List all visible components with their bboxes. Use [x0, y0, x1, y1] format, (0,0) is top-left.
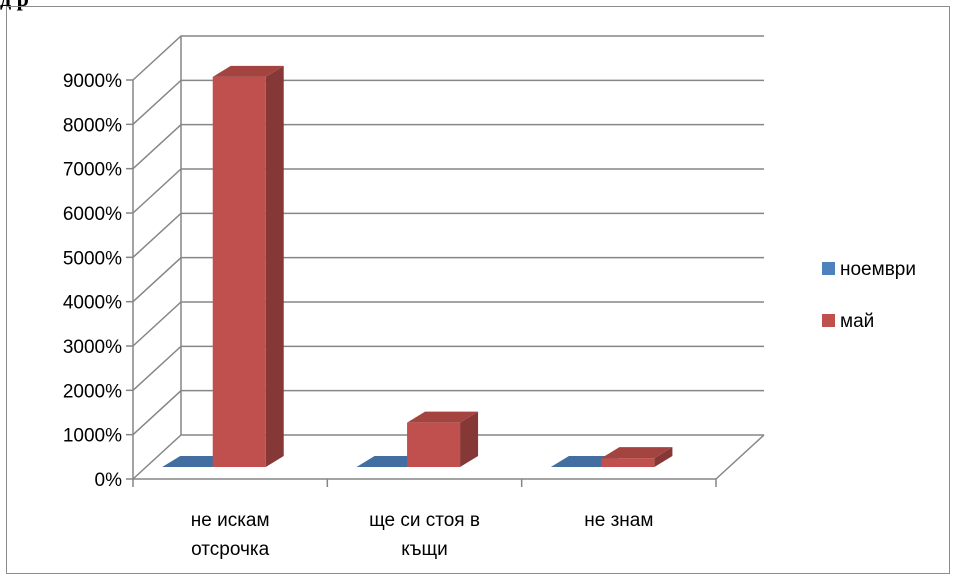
bar-mai-0	[212, 65, 284, 467]
category-label: ще си стоя в къщи	[369, 510, 480, 560]
gridline	[132, 301, 764, 347]
gridline	[132, 35, 764, 81]
bar-mai-2	[601, 447, 673, 467]
y-tick-label: 7000%	[63, 160, 122, 181]
legend-swatch-mai	[822, 314, 835, 327]
bar-top	[212, 65, 284, 77]
y-tick-label: 0%	[95, 470, 123, 491]
y-tick-label: 2000%	[63, 381, 122, 402]
header-fragment: д р	[0, 0, 29, 12]
legend-label-noemvri: ноември	[840, 259, 916, 280]
gridline	[132, 123, 764, 170]
y-tick-label: 4000%	[63, 293, 122, 314]
bar-front	[601, 458, 655, 467]
bar-side	[460, 411, 479, 467]
chart-frame	[6, 6, 950, 574]
bar-front	[212, 76, 266, 467]
y-tick-label: 9000%	[63, 71, 122, 92]
bar-mai-1	[407, 411, 479, 467]
bar-top	[601, 447, 673, 459]
y-tick-label: 5000%	[63, 248, 122, 269]
bar-side	[654, 447, 673, 467]
category-label: не знам	[584, 510, 653, 531]
gridline	[132, 168, 764, 214]
y-tick-label: 1000%	[63, 426, 122, 447]
gridline	[132, 389, 764, 436]
legend-swatch-noemvri	[822, 262, 835, 275]
gridline	[132, 212, 764, 258]
y-tick-label: 8000%	[63, 115, 122, 136]
category-label: не искам отсрочка	[191, 510, 270, 560]
gridline	[132, 79, 764, 125]
gridline	[132, 345, 764, 391]
bar-top	[407, 411, 479, 423]
floor-right-edge	[715, 434, 765, 480]
bar-front	[407, 422, 461, 467]
gridline	[132, 434, 764, 480]
legend-label-mai: май	[840, 311, 874, 332]
bar-side	[265, 65, 284, 467]
y-tick-label: 3000%	[63, 337, 122, 358]
gridline	[132, 256, 764, 303]
y-tick-label: 6000%	[63, 204, 122, 225]
